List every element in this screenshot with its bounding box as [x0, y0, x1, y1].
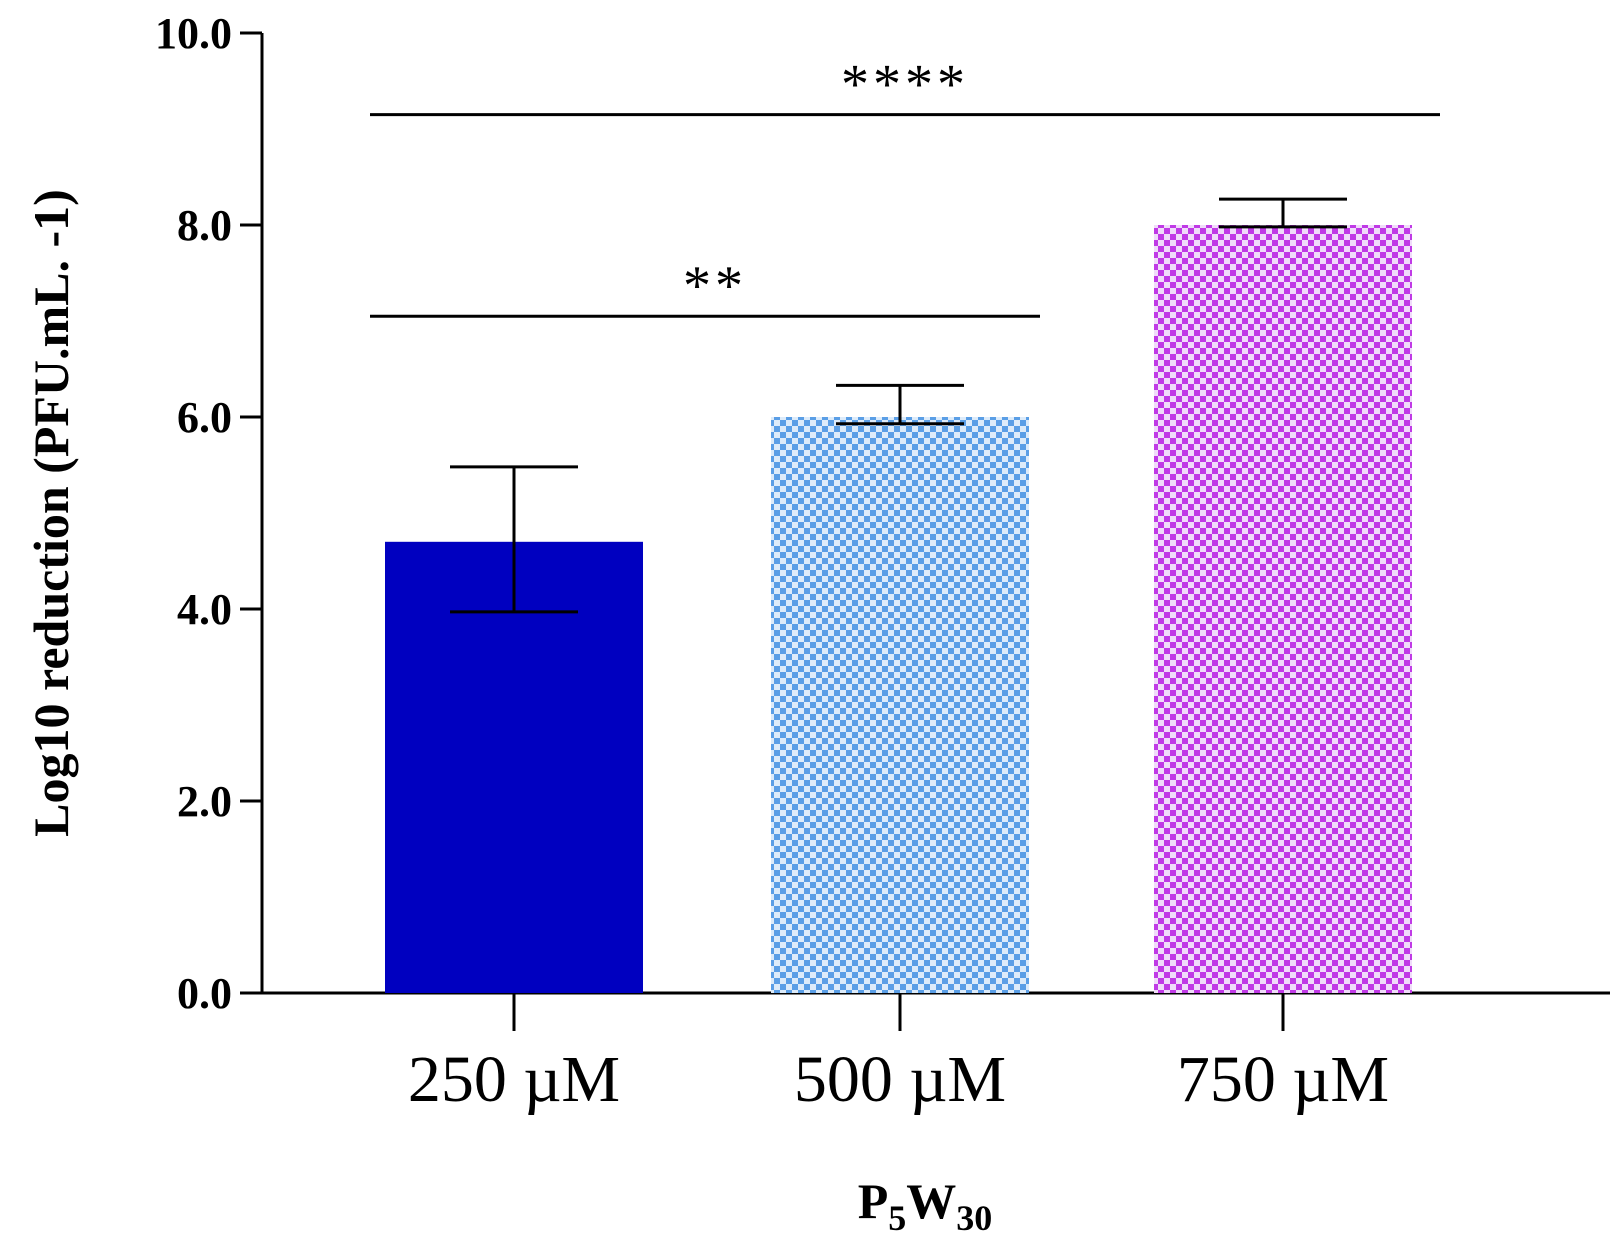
- bar-1: [385, 541, 643, 993]
- x-tick-label: 750 µM: [1177, 1043, 1389, 1116]
- y-tick-label: 6.0: [177, 393, 232, 442]
- x-axis-title-mid: W: [906, 1173, 956, 1229]
- x-tick-label: 500 µM: [794, 1043, 1006, 1116]
- x-tick-label: 250 µM: [408, 1043, 620, 1116]
- x-axis-title-sub1: 5: [888, 1198, 906, 1238]
- significance-label-1: **: [683, 255, 747, 317]
- y-tick-label: 4.0: [177, 585, 232, 634]
- y-tick-label: 2.0: [177, 777, 232, 826]
- x-axis-title-sub2: 30: [956, 1198, 992, 1238]
- y-tick-label: 8.0: [177, 201, 232, 250]
- x-axis-title: P5W30: [858, 1173, 993, 1238]
- y-tick-label: 0.0: [177, 969, 232, 1018]
- significance-label-2: ****: [841, 54, 969, 116]
- bar-group: [385, 225, 1412, 993]
- x-tick-group: 250 µM 500 µM 750 µM: [408, 993, 1389, 1116]
- y-tick-label: 10.0: [155, 9, 232, 58]
- y-tick-group: 0.0 2.0 4.0 6.0 8.0 10.0: [155, 9, 262, 1018]
- x-axis-title-main: P: [858, 1173, 889, 1229]
- bar-2: [771, 417, 1029, 993]
- y-axis-title: Log10 reduction (PFU.mL. -1): [23, 189, 79, 837]
- bar-3: [1154, 225, 1412, 993]
- error-bar-group: [450, 197, 1347, 614]
- significance-group: ******: [370, 54, 1440, 318]
